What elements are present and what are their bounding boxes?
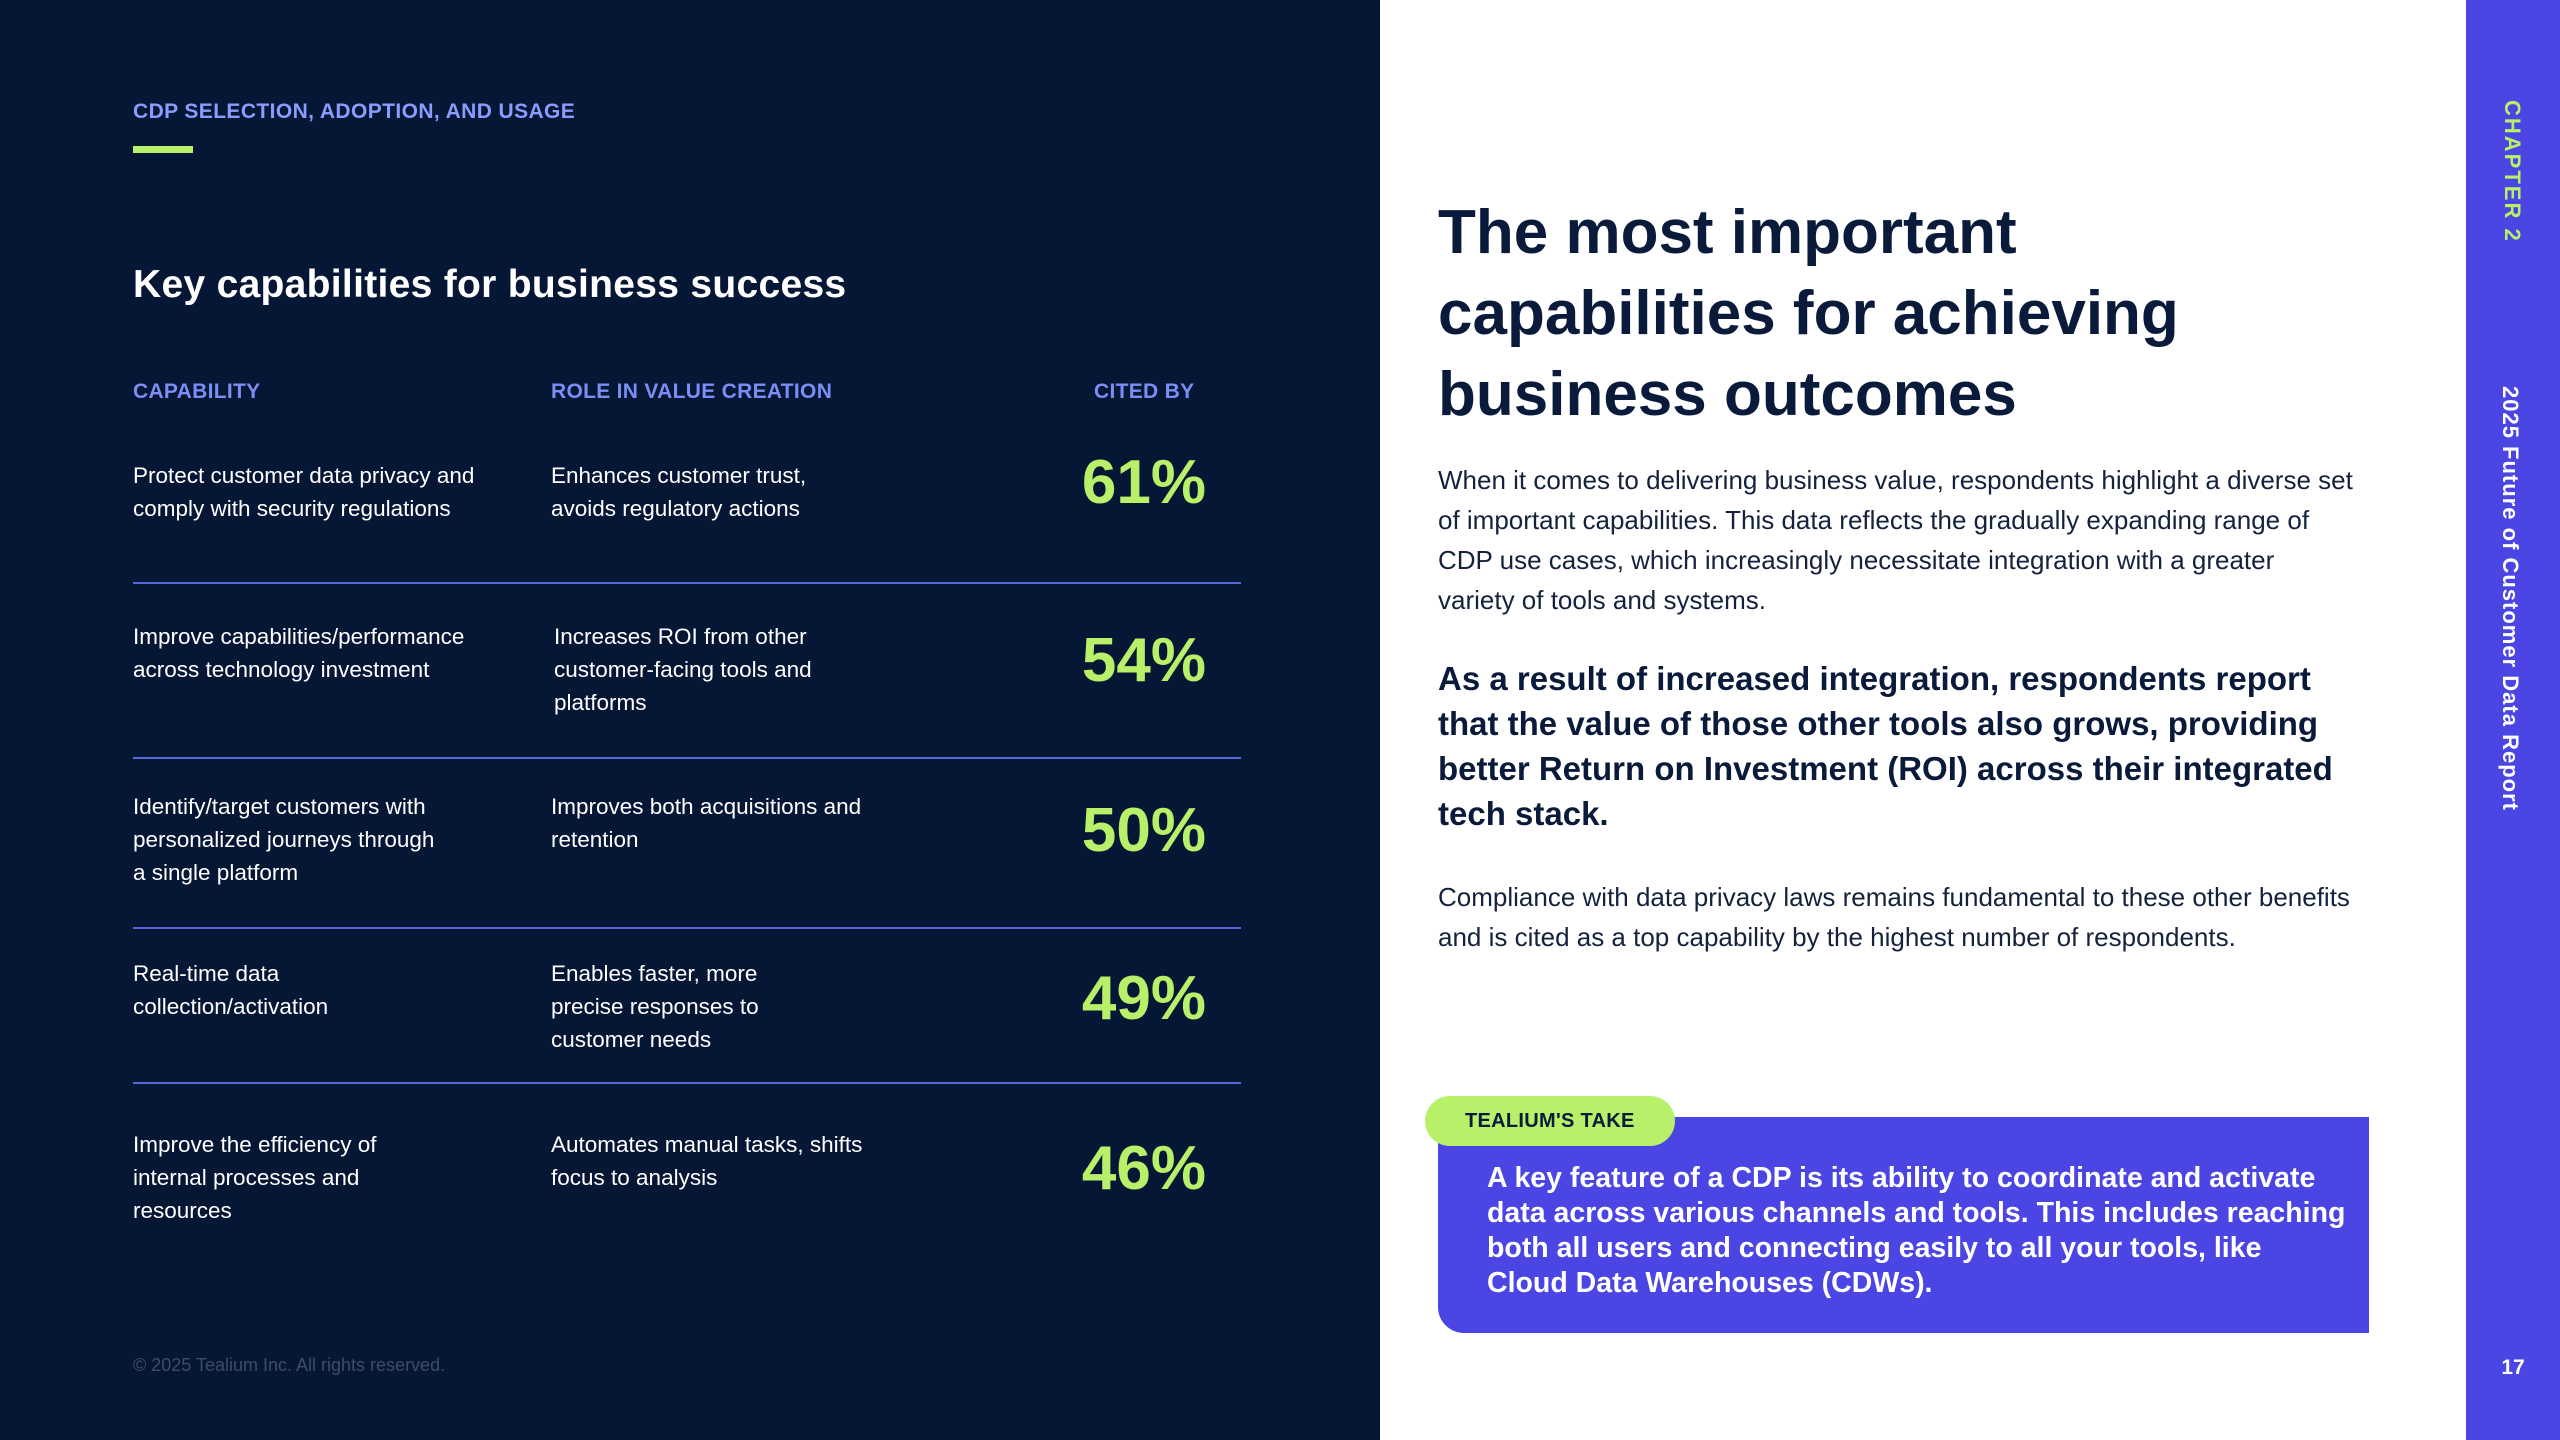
table-row-capability: Real-time data collection/activation — [133, 961, 329, 1019]
table-row-capability: Protect customer data privacy and comply… — [133, 463, 475, 521]
table-row-capability: Improve the efficiency of internal proce… — [133, 1132, 377, 1223]
table-title: Key capabilities for business success — [133, 263, 847, 306]
page-number: 17 — [2501, 1356, 2525, 1379]
table-row-cited-by: 61% — [1081, 448, 1206, 517]
left-panel: CDP SELECTION, ADOPTION, AND USAGE Key c… — [0, 0, 1380, 1440]
table-row-capability: Improve capabilities/performance across … — [133, 624, 465, 682]
highlight-paragraph: As a result of increased integration, re… — [1438, 660, 2333, 832]
report-title: 2025 Future of Customer Data Report — [2498, 386, 2523, 811]
table-row-cited-by: 49% — [1081, 964, 1206, 1033]
table-row-role: Automates manual tasks, shifts focus to … — [551, 1132, 863, 1190]
table-header-capability: CAPABILITY — [133, 380, 261, 403]
compliance-paragraph: Compliance with data privacy laws remain… — [1438, 882, 2350, 952]
table-header-cited-by: CITED BY — [1094, 380, 1195, 403]
callout-text: A key feature of a CDP is its ability to… — [1487, 1162, 2346, 1299]
table-row-cited-by: 54% — [1081, 626, 1206, 695]
row-divider — [133, 757, 1241, 759]
table-row-role: Enhances customer trust, avoids regulato… — [551, 463, 807, 521]
copyright: © 2025 Tealium Inc. All rights reserved. — [133, 1355, 446, 1375]
table-row-role: Enables faster, more precise responses t… — [551, 961, 759, 1052]
chapter-label: CHAPTER 2 — [2500, 100, 2525, 243]
tealium-take-callout: A key feature of a CDP is its ability to… — [1438, 1117, 2369, 1333]
table-row-cited-by: 50% — [1081, 796, 1206, 865]
row-divider — [133, 927, 1241, 929]
row-divider — [133, 1082, 1241, 1084]
row-divider — [133, 582, 1241, 584]
table-row-cited-by: 46% — [1081, 1134, 1206, 1203]
callout-label: TEALIUM'S TAKE — [1425, 1096, 1675, 1146]
intro-paragraph: When it comes to delivering business val… — [1438, 465, 2353, 615]
chapter-sidebar: CHAPTER 2 2025 Future of Customer Data R… — [2466, 0, 2560, 1440]
eyebrow-underline — [133, 146, 193, 153]
page-title: The most important capabilities for achi… — [1438, 198, 2179, 429]
table-row-capability: Identify/target customers with personali… — [133, 794, 435, 885]
table-row-role: Improves both acquisitions and retention — [551, 794, 862, 852]
table-header-role: ROLE IN VALUE CREATION — [551, 380, 833, 403]
table-row-role: Increases ROI from other customer-facing… — [554, 624, 812, 715]
section-eyebrow: CDP SELECTION, ADOPTION, AND USAGE — [133, 100, 576, 123]
